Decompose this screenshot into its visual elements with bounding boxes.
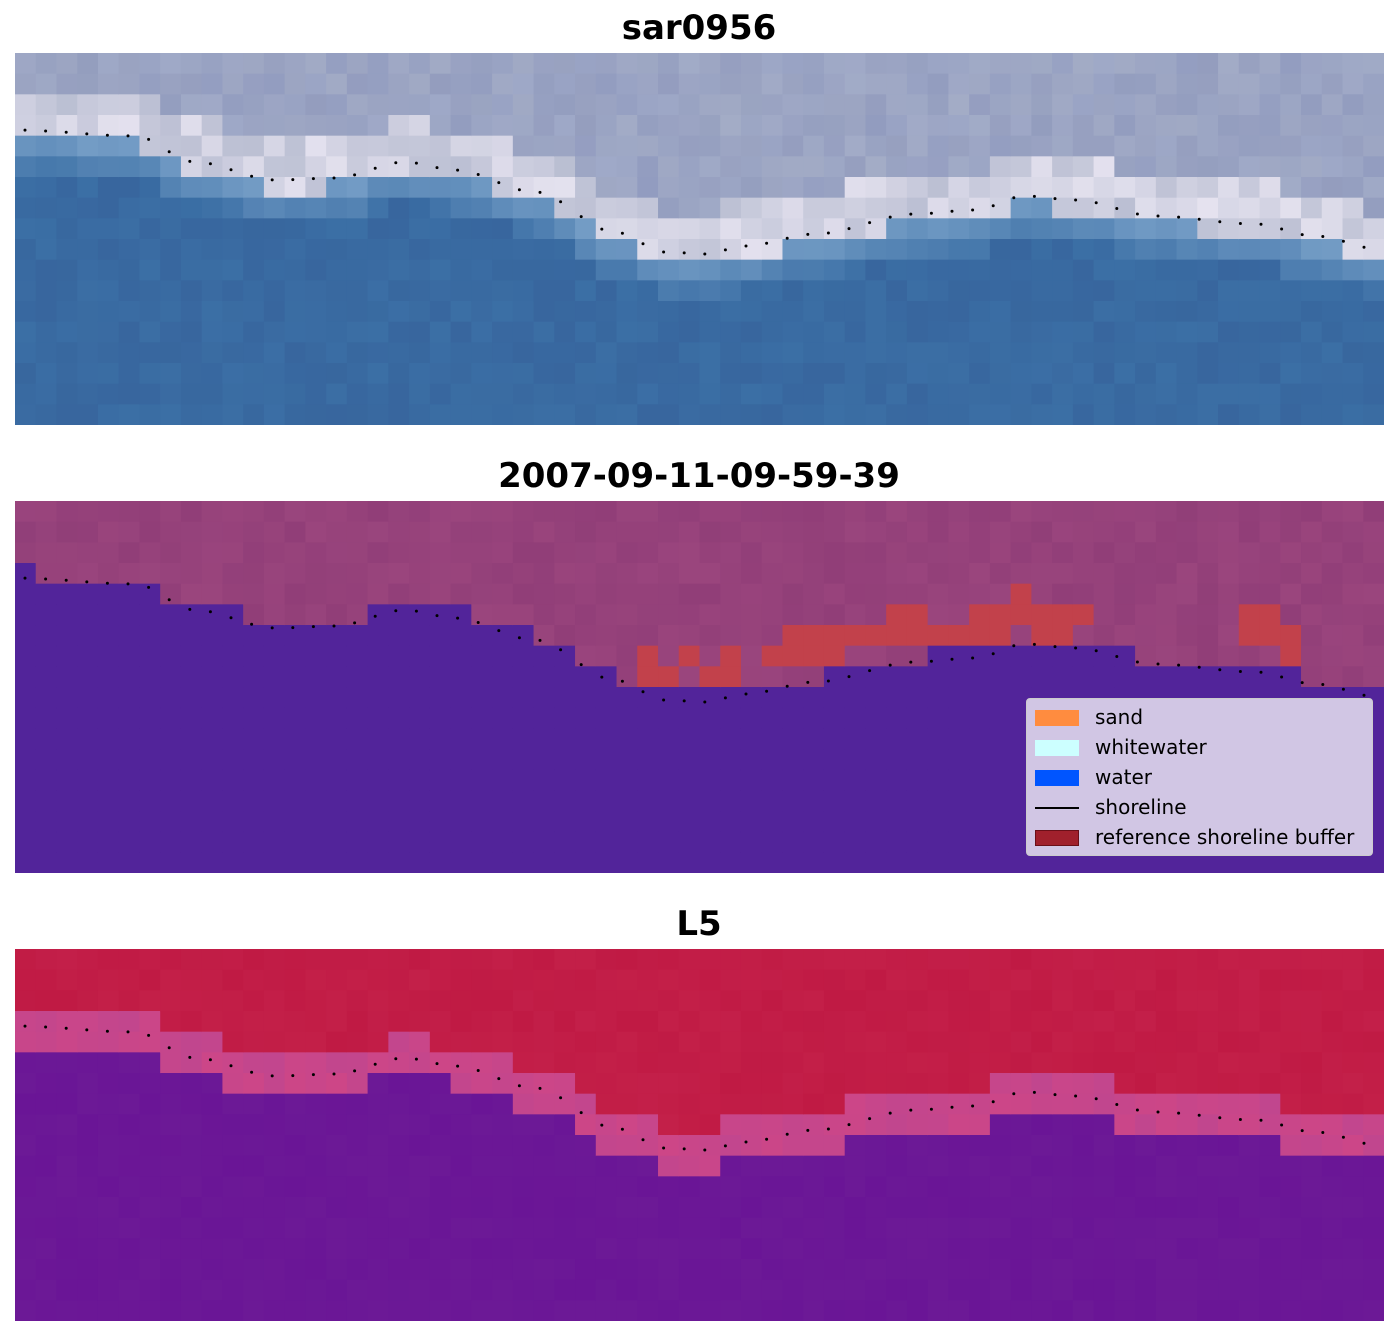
shoreline-line-swatch bbox=[1035, 807, 1079, 809]
legend-item-water: water bbox=[1027, 763, 1372, 793]
legend-label: reference shoreline buffer bbox=[1095, 825, 1355, 849]
buffer-swatch bbox=[1035, 830, 1079, 846]
shoreline-dots bbox=[23, 576, 1366, 704]
legend-label: water bbox=[1095, 765, 1152, 789]
whitewater-swatch bbox=[1035, 740, 1079, 756]
legend-label: whitewater bbox=[1095, 735, 1207, 759]
legend-item-sand: sand bbox=[1027, 703, 1372, 733]
legend-label: sand bbox=[1095, 705, 1144, 729]
index-image bbox=[15, 949, 1384, 1321]
sar-image bbox=[15, 53, 1384, 425]
panel-title-sar: sar0956 bbox=[621, 8, 777, 48]
classified-image bbox=[15, 501, 1384, 873]
legend-label: shoreline bbox=[1095, 795, 1187, 819]
legend-item-buffer: reference shoreline buffer bbox=[1027, 823, 1372, 853]
shoreline-dots bbox=[23, 128, 1366, 256]
classified-image-panel: sand whitewater water shoreline referenc… bbox=[15, 501, 1384, 873]
sand-swatch bbox=[1035, 710, 1079, 726]
index-image-panel bbox=[15, 949, 1384, 1321]
panel-title-date: 2007-09-11-09-59-39 bbox=[498, 456, 900, 496]
legend-item-shoreline: shoreline bbox=[1027, 793, 1372, 823]
water-swatch bbox=[1035, 770, 1079, 786]
legend: sand whitewater water shoreline referenc… bbox=[1026, 698, 1373, 856]
legend-item-whitewater: whitewater bbox=[1027, 733, 1372, 763]
sar-image-panel bbox=[15, 53, 1384, 425]
shoreline-dots bbox=[23, 1024, 1366, 1152]
panel-title-index: L5 bbox=[676, 904, 722, 944]
